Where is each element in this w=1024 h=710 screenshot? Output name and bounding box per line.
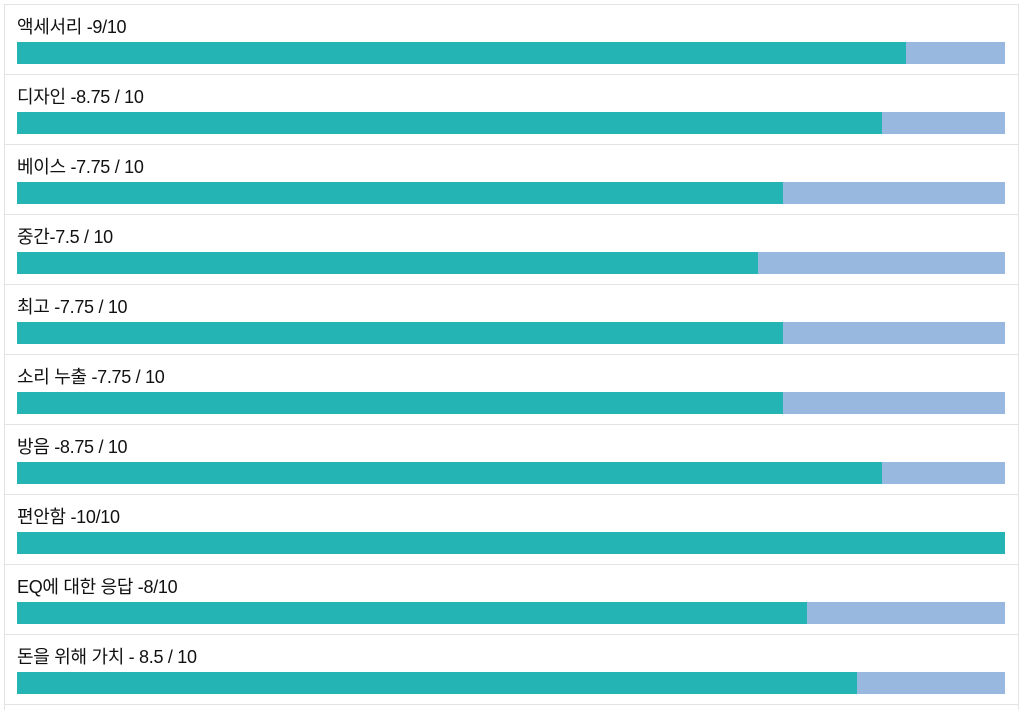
bar-fill bbox=[17, 532, 1005, 554]
rating-row: 디자인 -8.75 / 10 bbox=[5, 75, 1018, 145]
bar-fill bbox=[17, 322, 783, 344]
bar-fill bbox=[17, 602, 807, 624]
rating-row: 중간-7.5 / 10 bbox=[5, 215, 1018, 285]
rating-label: 돈을 위해 가치 - 8.5 / 10 bbox=[17, 647, 197, 667]
rating-label: EQ에 대한 응답 -8/10 bbox=[17, 577, 178, 597]
bar-track bbox=[17, 672, 1005, 694]
bar-fill bbox=[17, 392, 783, 414]
bar-track bbox=[17, 462, 1005, 484]
rating-label: 편안함 -10/10 bbox=[17, 507, 120, 527]
bar-track bbox=[17, 112, 1005, 134]
rating-label: 베이스 -7.75 / 10 bbox=[17, 157, 144, 177]
bar-fill bbox=[17, 182, 783, 204]
bar-fill bbox=[17, 112, 882, 134]
bar-fill bbox=[17, 672, 857, 694]
bar-fill bbox=[17, 42, 906, 64]
rating-row: 편안함 -10/10 bbox=[5, 495, 1018, 565]
rating-row: 방음 -8.75 / 10 bbox=[5, 425, 1018, 495]
rating-label: 디자인 -8.75 / 10 bbox=[17, 87, 144, 107]
rating-row: 소리 누출 -7.75 / 10 bbox=[5, 355, 1018, 425]
bar-track bbox=[17, 322, 1005, 344]
rating-label: 소리 누출 -7.75 / 10 bbox=[17, 367, 165, 387]
rating-row: 베이스 -7.75 / 10 bbox=[5, 145, 1018, 215]
bar-track bbox=[17, 42, 1005, 64]
rating-row: 최고 -7.75 / 10 bbox=[5, 285, 1018, 355]
rating-label: 방음 -8.75 / 10 bbox=[17, 437, 128, 457]
rating-label: 최고 -7.75 / 10 bbox=[17, 297, 128, 317]
rating-label: 액세서리 -9/10 bbox=[17, 17, 127, 37]
bar-track bbox=[17, 182, 1005, 204]
bar-track bbox=[17, 532, 1005, 554]
rating-row: 액세서리 -9/10 bbox=[5, 5, 1018, 75]
bar-track bbox=[17, 252, 1005, 274]
bar-track bbox=[17, 392, 1005, 414]
rating-row: EQ에 대한 응답 -8/10 bbox=[5, 565, 1018, 635]
rating-list: 액세서리 -9/10 디자인 -8.75 / 10 베이스 -7.75 / 10 중간… bbox=[4, 4, 1019, 710]
bar-fill bbox=[17, 462, 882, 484]
rating-label: 중간-7.5 / 10 bbox=[17, 227, 113, 247]
rating-row: 돈을 위해 가치 - 8.5 / 10 bbox=[5, 635, 1018, 705]
bar-track bbox=[17, 602, 1005, 624]
bar-fill bbox=[17, 252, 758, 274]
